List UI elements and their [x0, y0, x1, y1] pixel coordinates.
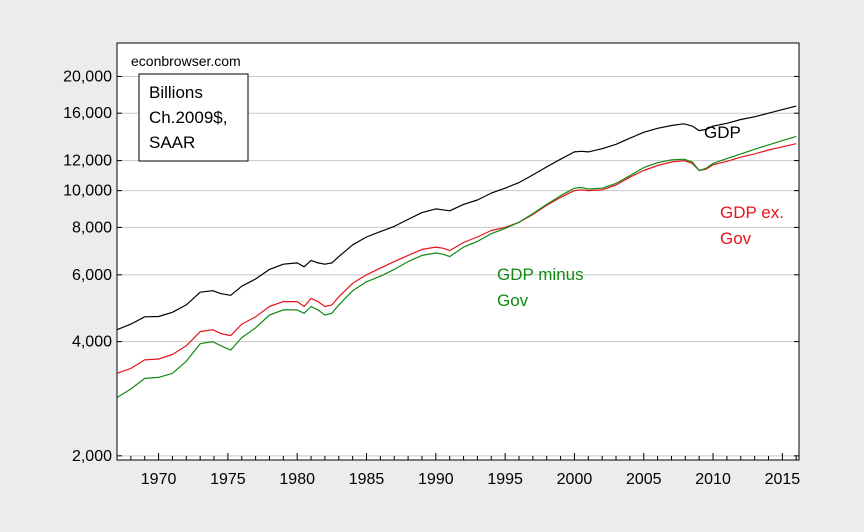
y-tick-label: 20,000: [63, 68, 112, 85]
y-tick-label: 12,000: [63, 153, 112, 170]
label-gdp: GDP: [704, 123, 741, 142]
source-note: econbrowser.com: [131, 53, 241, 69]
y-tick-label: 10,000: [63, 183, 112, 200]
units-line-1: Billions: [149, 83, 203, 102]
units-line-3: SAAR: [149, 133, 195, 152]
units-box: Billions Ch.2009$, SAAR: [138, 73, 249, 162]
label-gdp-ex-gov-line-2: Gov: [720, 229, 752, 248]
series-line-gdp-minus-gov: [116, 135, 797, 399]
x-tick-label: 2000: [557, 471, 593, 488]
plot-frame: [116, 42, 800, 461]
x-tick-label: 1990: [418, 471, 454, 488]
x-tick-label: 2015: [765, 471, 801, 488]
series-layer: [116, 105, 797, 399]
x-tick-label: 2005: [626, 471, 662, 488]
units-box-frame: [138, 73, 249, 162]
y-tick-label: 6,000: [72, 267, 112, 284]
x-tick-label: 1995: [487, 471, 523, 488]
label-gdp-minus-gov-line-2: Gov: [497, 291, 529, 310]
y-tick-label: 8,000: [72, 219, 112, 236]
y-tick-label: 16,000: [63, 105, 112, 122]
units-line-2: Ch.2009$,: [149, 108, 227, 127]
series-line-gdp-ex-gov: [116, 143, 797, 374]
series-line-gdp: [116, 105, 797, 331]
x-tick-label: 2010: [695, 471, 731, 488]
x-tick-label: 1980: [279, 471, 315, 488]
label-gdp-ex-gov: GDP ex. Gov: [720, 203, 784, 248]
label-gdp-minus-gov: GDP minus Gov: [497, 265, 584, 310]
label-gdp-ex-gov-line-1: GDP ex.: [720, 203, 784, 222]
x-tick-label: 1985: [349, 471, 385, 488]
label-gdp-line-1: GDP: [704, 123, 741, 142]
x-axis: 1970 1975 1980 1985 1990 1995 2000 2005 2010 2015: [116, 453, 801, 488]
label-gdp-minus-gov-line-1: GDP minus: [497, 265, 584, 284]
y-tick-label: 4,000: [72, 334, 112, 351]
y-axis: 2,000 4,000 6,000 8,000 10,000 12,000 16,000 20…: [63, 68, 799, 465]
y-tick-label: 2,000: [72, 448, 112, 465]
x-tick-label: 1975: [210, 471, 246, 488]
x-tick-label: 1970: [141, 471, 177, 488]
